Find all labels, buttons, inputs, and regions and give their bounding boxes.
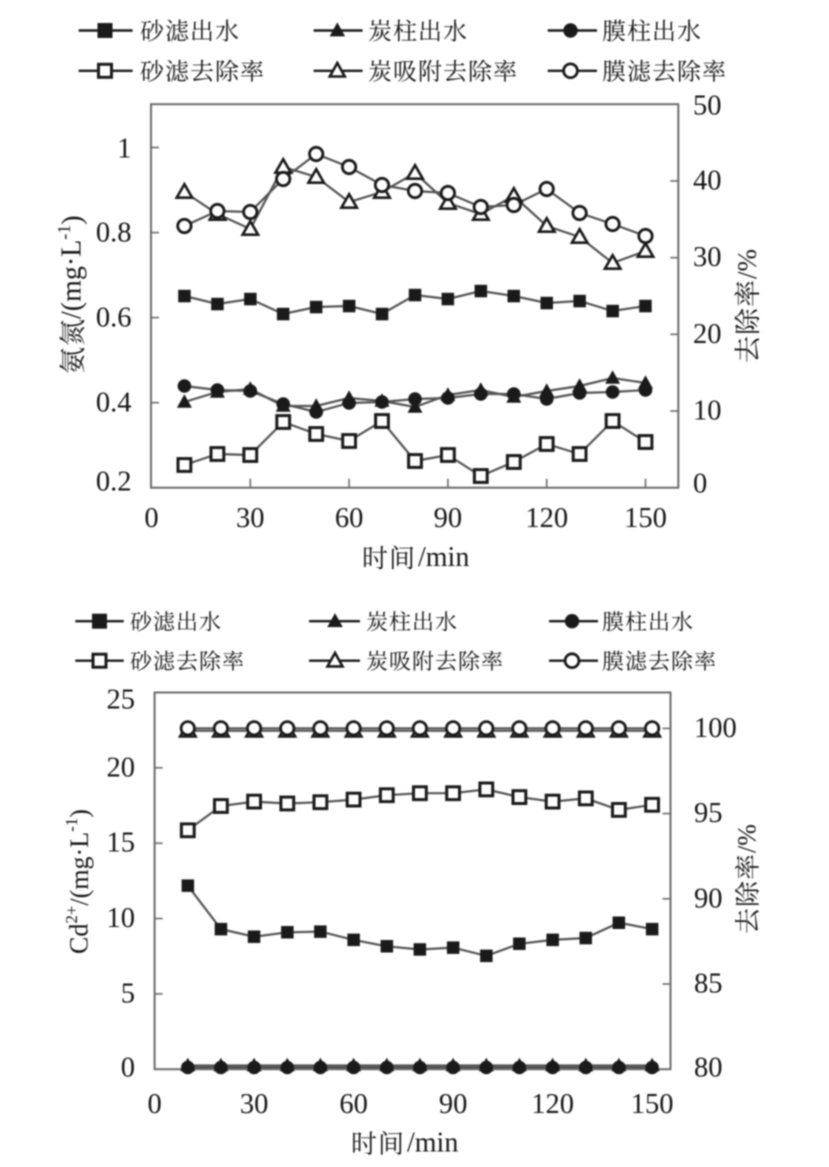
svg-text:90: 90 xyxy=(439,1089,468,1120)
svg-text:10: 10 xyxy=(693,396,722,427)
svg-text:25: 25 xyxy=(107,685,136,716)
svg-text:85: 85 xyxy=(694,969,723,1000)
svg-text:/min: /min xyxy=(407,1128,458,1159)
svg-text:0: 0 xyxy=(144,503,158,534)
svg-text:30: 30 xyxy=(236,503,265,534)
svg-text:/min: /min xyxy=(418,542,469,573)
svg-text:150: 150 xyxy=(631,1089,674,1120)
svg-text:15: 15 xyxy=(107,828,136,859)
svg-text:0.8: 0.8 xyxy=(96,218,132,249)
svg-text:0.4: 0.4 xyxy=(96,388,132,419)
svg-text:0: 0 xyxy=(693,469,707,500)
svg-text:40: 40 xyxy=(693,166,722,197)
svg-text:/%: /% xyxy=(732,249,762,279)
svg-text:5: 5 xyxy=(121,978,135,1009)
svg-text:60: 60 xyxy=(339,1089,368,1120)
svg-text:0.2: 0.2 xyxy=(96,467,132,498)
svg-text:20: 20 xyxy=(693,319,722,350)
svg-text:95: 95 xyxy=(694,798,723,829)
svg-text:60: 60 xyxy=(335,503,364,534)
svg-text:90: 90 xyxy=(694,883,723,914)
svg-text:0: 0 xyxy=(121,1053,135,1084)
svg-text:150: 150 xyxy=(624,503,667,534)
svg-text:Cd2+/(mg·L-1): Cd2+/(mg·L-1) xyxy=(62,809,94,954)
svg-text:/%: /% xyxy=(733,824,762,853)
svg-text:0: 0 xyxy=(147,1089,161,1120)
svg-text:90: 90 xyxy=(434,503,463,534)
svg-text:30: 30 xyxy=(240,1089,269,1120)
svg-text:30: 30 xyxy=(693,242,722,273)
svg-text:50: 50 xyxy=(693,91,722,122)
svg-text:10: 10 xyxy=(107,903,136,934)
svg-text:20: 20 xyxy=(107,752,136,783)
svg-text:100: 100 xyxy=(694,713,737,744)
svg-text:80: 80 xyxy=(694,1053,723,1084)
svg-text:0.6: 0.6 xyxy=(96,303,132,334)
svg-text:120: 120 xyxy=(525,503,568,534)
svg-text:1: 1 xyxy=(117,134,131,165)
svg-text:120: 120 xyxy=(531,1089,574,1120)
